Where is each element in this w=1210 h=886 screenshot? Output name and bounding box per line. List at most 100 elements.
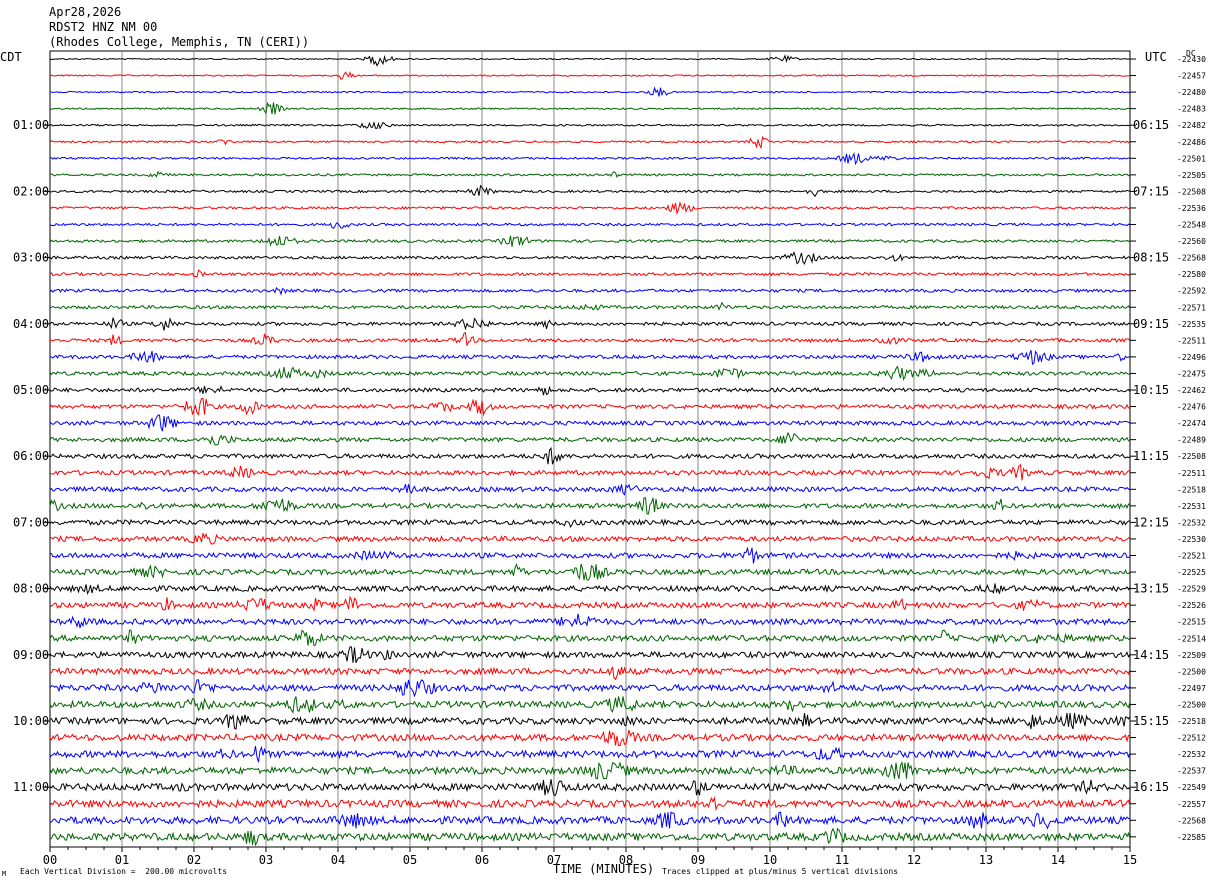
left-timezone-label: CDT (0, 50, 22, 64)
dc-offset-label: -22462 (1177, 386, 1206, 395)
dc-offset-label: -22500 (1177, 667, 1206, 676)
dc-offset-label: -22457 (1177, 72, 1206, 81)
dc-offset-label: -22549 (1177, 783, 1206, 792)
seismic-trace (49, 251, 1131, 265)
dc-offset-label: -22475 (1177, 369, 1206, 378)
header-date: Apr28,2026 (49, 5, 122, 19)
left-time-label: 10:00 (13, 714, 49, 728)
dc-offset-label: -22497 (1177, 684, 1206, 693)
left-time-label: 08:00 (13, 582, 49, 596)
dc-offset-label: -22530 (1177, 535, 1206, 544)
x-tick-label: 10 (763, 853, 777, 867)
dc-offset-label: -22501 (1177, 154, 1206, 163)
seismic-trace (49, 170, 1131, 179)
seismic-trace (49, 583, 1131, 596)
dc-offset-label: -22568 (1177, 254, 1206, 263)
x-tick-label: 07 (547, 853, 561, 867)
x-tick-label: 03 (259, 853, 273, 867)
seismic-trace (49, 546, 1131, 564)
left-time-label: 07:00 (13, 515, 49, 529)
seismic-trace (49, 431, 1131, 446)
dc-offset-label: -22568 (1177, 816, 1206, 825)
seismic-trace (49, 120, 1131, 130)
seismic-trace (49, 222, 1131, 230)
dc-offset-label: -22505 (1177, 171, 1206, 180)
x-axis-label: TIME (MINUTES) (553, 862, 655, 876)
seismic-trace (49, 414, 1131, 432)
dc-offset-label: -22430 (1177, 55, 1206, 64)
dc-offset-label: -22526 (1177, 601, 1206, 610)
dc-offset-label: -22512 (1177, 734, 1206, 743)
seismic-trace (49, 779, 1131, 796)
x-tick-label: 15 (1123, 853, 1137, 867)
plot-frame (49, 50, 1131, 848)
header-location: (Rhodes College, Memphis, TN (CERI)) (49, 35, 310, 49)
seismic-trace (49, 532, 1131, 545)
x-tick-label: 04 (331, 853, 345, 867)
seismic-trace (49, 446, 1131, 465)
dc-offset-label: -22536 (1177, 204, 1206, 213)
dc-offset-label: -22525 (1177, 568, 1206, 577)
seismic-trace (49, 135, 1131, 150)
seismic-trace (49, 332, 1131, 346)
right-time-label: 12:15 (1133, 515, 1169, 529)
dc-offset-label: -22560 (1177, 237, 1206, 246)
dc-offset-label: -22532 (1177, 750, 1206, 759)
left-time-label: 02:00 (13, 184, 49, 198)
seismic-trace (49, 518, 1131, 528)
dc-offset-label: -22515 (1177, 618, 1206, 627)
dc-offset-label: -22592 (1177, 287, 1206, 296)
seismic-trace (49, 712, 1131, 730)
right-time-label: 16:15 (1133, 780, 1169, 794)
dc-offset-label: -22531 (1177, 502, 1206, 511)
right-timezone-label: UTC (1145, 50, 1167, 64)
x-tick-label: 05 (403, 853, 417, 867)
x-tick-label: 11 (835, 853, 849, 867)
x-tick-label: 00 (43, 853, 57, 867)
x-tick-label: 12 (907, 853, 921, 867)
right-time-label: 06:15 (1133, 118, 1169, 132)
seismic-trace (49, 613, 1131, 629)
dc-offset-label: -22521 (1177, 552, 1206, 561)
seismic-trace (49, 350, 1131, 366)
dc-offset-label: -22509 (1177, 651, 1206, 660)
seismic-trace (49, 497, 1131, 515)
x-tick-label: 01 (115, 853, 129, 867)
right-time-label: 09:15 (1133, 317, 1169, 331)
dc-offset-label: -22557 (1177, 800, 1206, 809)
seismic-trace (49, 184, 1131, 198)
left-time-label: 11:00 (13, 780, 49, 794)
dc-offset-label: -22482 (1177, 121, 1206, 130)
seismic-trace (49, 827, 1131, 847)
x-tick-label: 09 (691, 853, 705, 867)
seismic-trace (49, 666, 1131, 681)
corner-mark: M (2, 870, 7, 878)
right-time-label: 07:15 (1133, 184, 1169, 198)
dc-offset-label: -22537 (1177, 767, 1206, 776)
seismic-trace (49, 595, 1131, 613)
seismic-trace (49, 286, 1131, 296)
seismic-trace (49, 269, 1131, 278)
dc-offset-label: -22511 (1177, 336, 1206, 345)
x-tick-label: 14 (1051, 853, 1065, 867)
dc-offset-label: -22508 (1177, 452, 1206, 461)
seismic-trace (49, 761, 1131, 780)
seismic-trace (49, 796, 1131, 812)
seismic-trace (49, 70, 1131, 80)
right-time-label: 13:15 (1133, 582, 1169, 596)
x-tick-label: 02 (187, 853, 201, 867)
dc-offset-label: -22518 (1177, 717, 1206, 726)
seismic-trace (49, 398, 1131, 417)
clip-note: Traces clipped at plus/minus 5 vertical … (662, 867, 899, 876)
seismic-trace (49, 316, 1131, 331)
seismic-trace (49, 483, 1131, 496)
scale-note: Each Vertical Division = 200.00 microvol… (20, 867, 228, 876)
dc-offset-label: -22580 (1177, 270, 1206, 279)
dc-offset-label: -22474 (1177, 419, 1206, 428)
seismic-trace (49, 151, 1131, 166)
dc-offset-label: -22511 (1177, 469, 1206, 478)
left-time-label: 04:00 (13, 317, 49, 331)
left-time-label: 01:00 (13, 118, 49, 132)
dc-offset-label: -22529 (1177, 585, 1206, 594)
